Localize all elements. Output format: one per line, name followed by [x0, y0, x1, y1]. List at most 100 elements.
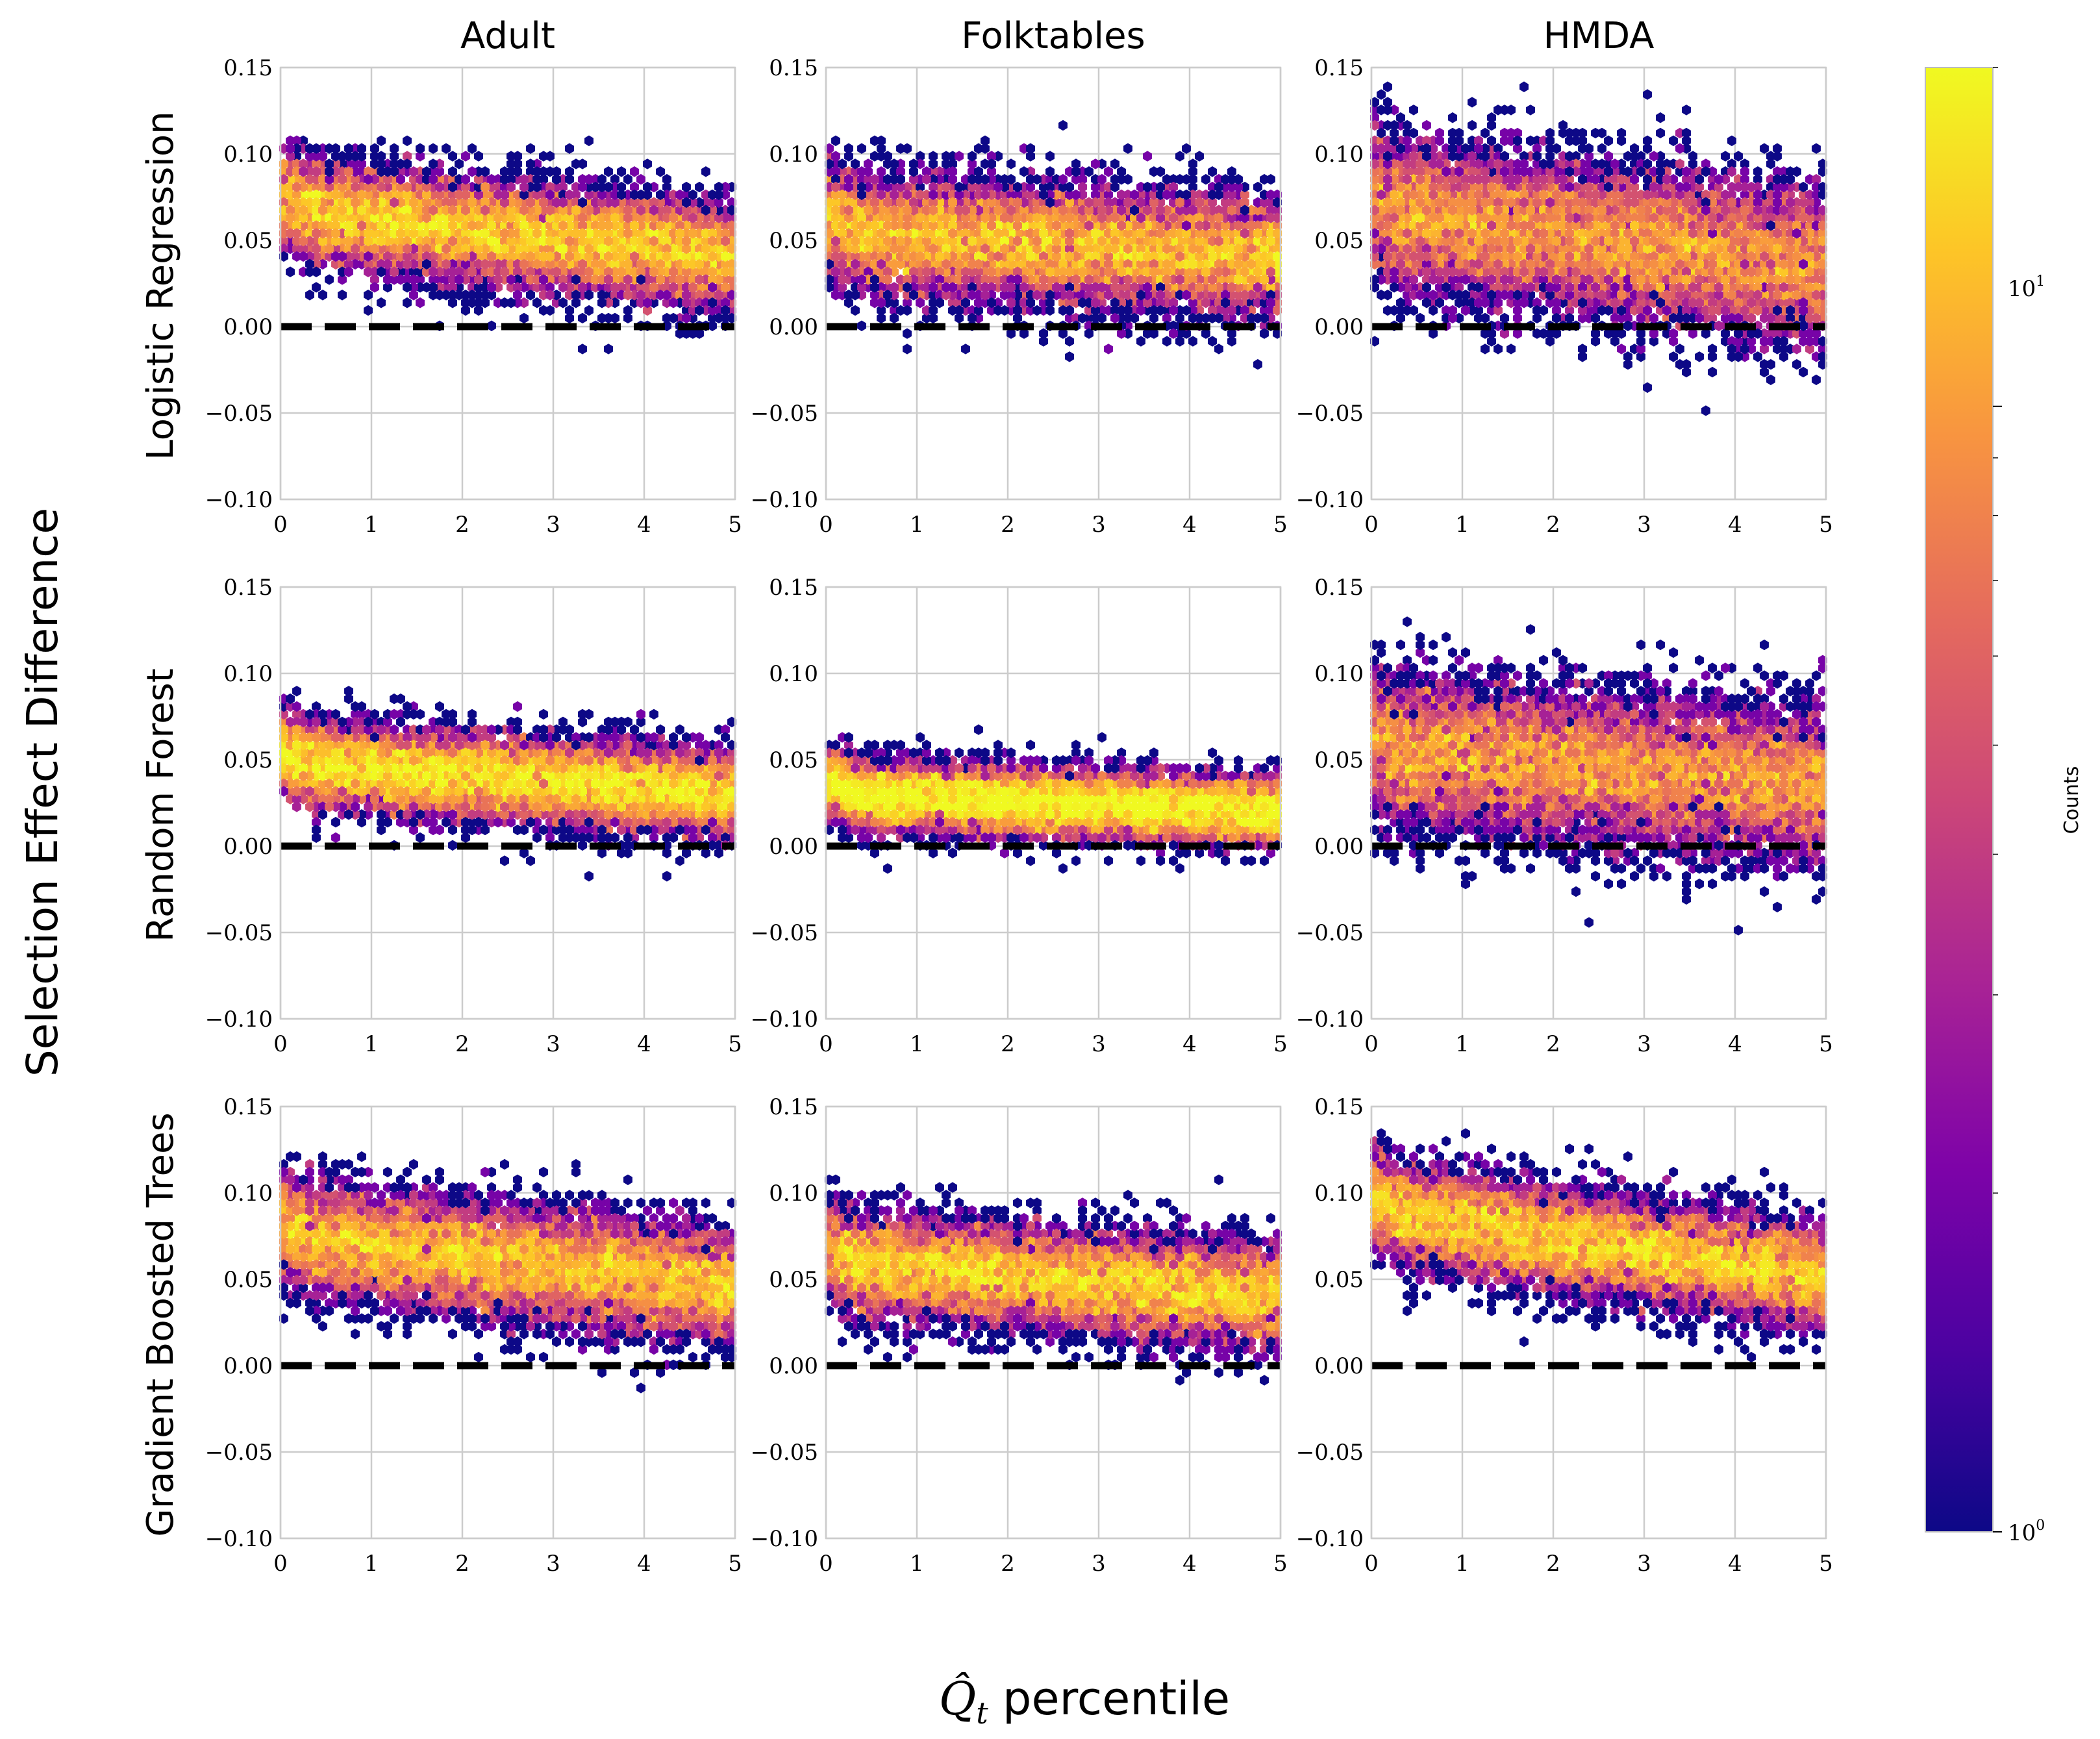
hexbin-cell	[1656, 220, 1665, 231]
x-tick-label: 3	[546, 512, 560, 538]
hexbin-cell	[1649, 312, 1658, 324]
hexbin-cell	[1662, 189, 1671, 201]
hexbin-cell	[1747, 251, 1756, 262]
hexbin-cell	[571, 290, 581, 301]
hexbin-cell	[1481, 212, 1490, 223]
x-tick-label: 4	[1182, 512, 1197, 538]
hexbin-cell	[442, 258, 451, 270]
hexbin-cell	[1227, 282, 1236, 293]
hexbin-cell	[1052, 282, 1061, 293]
hexbin-cell	[1110, 243, 1119, 255]
hexbin-cell	[1195, 282, 1204, 293]
hexbin-cell	[1117, 205, 1126, 216]
hexbin-cell	[1584, 143, 1594, 154]
hexbin-cell	[1623, 320, 1632, 332]
hexbin-cell	[1045, 197, 1055, 208]
hexbin-cell	[1032, 305, 1042, 316]
hexbin-cell	[630, 166, 639, 177]
hexbin-cell	[565, 143, 574, 154]
hexbin-cell	[1532, 151, 1542, 162]
hexbin-cell	[1669, 205, 1678, 216]
hexbin-cell	[455, 189, 464, 201]
x-tick-label: 3	[1637, 512, 1651, 538]
hexbin-cell	[896, 235, 905, 247]
panel-logistic-regression-hmda: 0.150.100.050.00−0.05−0.100 1 2 3 4 5	[1296, 55, 1833, 538]
x-tick-label: 0	[1364, 512, 1379, 538]
hexbin-cell	[1078, 181, 1087, 193]
hexbin-cell	[1019, 166, 1029, 177]
hexbin-cell	[838, 274, 847, 285]
hexbin-cell	[1396, 112, 1405, 123]
hexbin-cell	[513, 166, 522, 177]
hexbin-cell	[857, 143, 866, 154]
hexbin-cell	[1143, 251, 1152, 262]
hexbin-cell	[1429, 189, 1438, 201]
panel-random-forest-adult: 0.150.100.050.00−0.05−0.100 1 2 3 4 5	[205, 575, 742, 1057]
hexbin-cell	[1123, 143, 1132, 154]
hexbin-cell	[1721, 151, 1730, 162]
hexbin-cell	[1669, 135, 1678, 147]
hexbin-cell	[435, 181, 444, 193]
hexbin-cell	[1656, 297, 1665, 308]
hexbin-cell	[1084, 328, 1094, 339]
hexbin-cell	[532, 297, 542, 308]
hexbin-cell	[429, 266, 438, 277]
hexbin-cell	[1487, 328, 1496, 339]
hexbin-cell	[1448, 112, 1457, 123]
hexbin-cell	[1247, 258, 1256, 270]
hexbin-cell	[935, 235, 944, 247]
hexbin-cell	[961, 251, 970, 262]
hexbin-cell	[1747, 266, 1756, 277]
hexbin-cell	[331, 235, 340, 247]
hexbin-cell	[948, 305, 957, 316]
hexbin-cell	[1675, 243, 1684, 255]
hexbin-cell	[1571, 266, 1581, 277]
hexbin-cell	[1136, 228, 1145, 239]
hexbin-cell	[1727, 220, 1736, 231]
hexbin-cell	[708, 786, 717, 797]
hexbin-cell	[1247, 243, 1256, 255]
hexbin-cell	[1760, 251, 1769, 262]
hexbin-cell	[656, 274, 665, 285]
hexbin-cell	[1513, 235, 1522, 247]
hexbin-cell	[1409, 127, 1418, 139]
hexbin-cell	[955, 151, 964, 162]
hexbin-cell	[1156, 305, 1165, 316]
hexbin-cell	[487, 809, 496, 820]
hexbin-cell	[1097, 235, 1106, 247]
hexbin-cell	[468, 220, 477, 231]
hexbin-cell	[857, 166, 866, 177]
hexbin-cell	[1506, 220, 1516, 231]
hexbin-cell	[1721, 305, 1730, 316]
hexbin-cell	[877, 189, 886, 201]
hexbin-cell	[1714, 282, 1723, 293]
hexbin-cell	[1565, 235, 1574, 247]
hexbin-cell	[1383, 251, 1392, 262]
hexbin-cell	[1682, 135, 1691, 147]
hexbin-cell	[662, 173, 671, 185]
hexbin-cell	[1545, 127, 1555, 139]
hexbin-cell	[1435, 212, 1444, 223]
hexbin-cell	[1805, 266, 1814, 277]
hexbin-cell	[1578, 173, 1587, 185]
hexbin-cell	[942, 181, 951, 193]
hexbin-cell	[1091, 158, 1100, 169]
hexbin-cell	[1481, 166, 1490, 177]
hexbin-cell	[1786, 197, 1795, 208]
hexbin-cell	[474, 243, 483, 255]
hexbin-cell	[1591, 127, 1600, 139]
hexbin-cell	[578, 228, 587, 239]
hexbin-cell	[1266, 212, 1275, 223]
y-tick-label: 0.10	[769, 142, 818, 168]
hexbin-cell	[1208, 336, 1217, 347]
hexbin-cell	[1688, 228, 1697, 239]
hexbin-cell	[506, 181, 516, 193]
hexbin-cell	[1487, 290, 1496, 301]
hexbin-cell	[636, 173, 645, 185]
hexbin-cell	[617, 189, 626, 201]
hexbin-cell	[1442, 166, 1451, 177]
hexbin-cell	[1110, 297, 1119, 308]
hexbin-cell	[584, 243, 594, 255]
hexbin-cell	[994, 181, 1003, 193]
hexbin-cell	[948, 228, 957, 239]
